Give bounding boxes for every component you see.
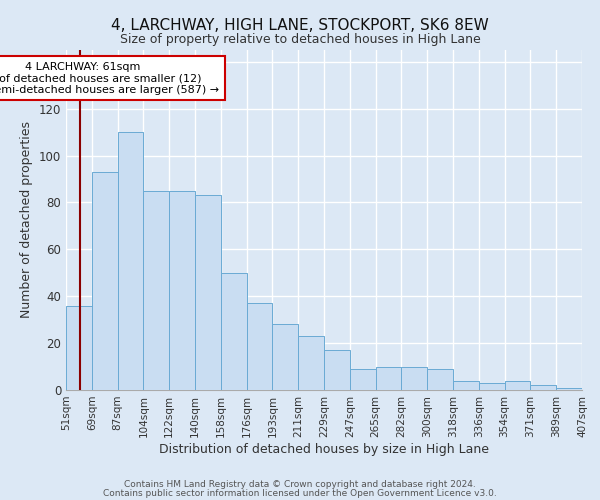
Bar	[169, 190, 195, 390]
Bar	[479, 383, 505, 390]
Bar	[350, 369, 376, 390]
Bar	[401, 366, 427, 390]
Bar	[530, 386, 556, 390]
Bar	[376, 366, 401, 390]
Bar	[66, 306, 92, 390]
Bar	[324, 350, 350, 390]
Bar	[143, 190, 169, 390]
Text: Size of property relative to detached houses in High Lane: Size of property relative to detached ho…	[119, 32, 481, 46]
Bar	[556, 388, 582, 390]
Bar	[505, 380, 530, 390]
Bar	[298, 336, 324, 390]
Bar	[92, 172, 118, 390]
X-axis label: Distribution of detached houses by size in High Lane: Distribution of detached houses by size …	[159, 442, 489, 456]
Text: 4 LARCHWAY: 61sqm
← 2% of detached houses are smaller (12)
98% of semi-detached : 4 LARCHWAY: 61sqm ← 2% of detached house…	[0, 62, 220, 95]
Text: 4, LARCHWAY, HIGH LANE, STOCKPORT, SK6 8EW: 4, LARCHWAY, HIGH LANE, STOCKPORT, SK6 8…	[111, 18, 489, 32]
Y-axis label: Number of detached properties: Number of detached properties	[20, 122, 33, 318]
Bar	[221, 273, 247, 390]
Bar	[195, 196, 221, 390]
Bar	[453, 380, 479, 390]
Bar	[118, 132, 143, 390]
Text: Contains public sector information licensed under the Open Government Licence v3: Contains public sector information licen…	[103, 488, 497, 498]
Bar	[272, 324, 298, 390]
Text: Contains HM Land Registry data © Crown copyright and database right 2024.: Contains HM Land Registry data © Crown c…	[124, 480, 476, 489]
Bar	[427, 369, 453, 390]
Bar	[247, 303, 272, 390]
